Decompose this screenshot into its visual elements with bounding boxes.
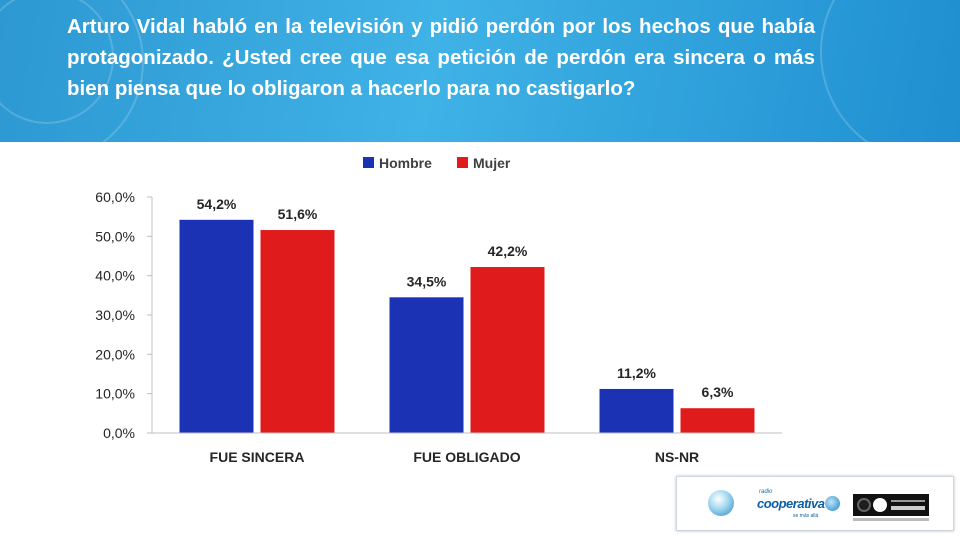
chart-legend: Hombre Mujer (363, 155, 511, 171)
x-category-label: FUE SINCERA (210, 449, 305, 465)
bars-layer: 54,2% 51,6% 34,5% 42,2% 11,2% 6,3% (179, 196, 755, 433)
header-swirl-decoration (0, 0, 144, 142)
y-tick-label: 50,0% (95, 228, 135, 244)
y-tick-label: 20,0% (95, 346, 135, 362)
legend-swatch-mujer (457, 157, 468, 168)
data-label: 11,2% (617, 365, 656, 381)
cooperativa-dot-icon (825, 496, 840, 511)
cooperativa-logo: radio cooperativa se más allá (757, 489, 847, 519)
bar-mujer (260, 230, 335, 433)
y-axis: 0,0% 10,0% 20,0% 30,0% 40,0% 50,0% 60,0% (95, 189, 153, 441)
header-swirl-decoration (0, 0, 114, 124)
x-category-label: FUE OBLIGADO (413, 449, 520, 465)
bar-hombre (389, 297, 464, 433)
bar-mujer (680, 408, 755, 433)
x-axis: FUE SINCERA FUE OBLIGADO NS-NR (152, 432, 782, 465)
header-swirl-decoration (820, 0, 960, 142)
legend-label-mujer: Mujer (473, 155, 511, 171)
y-tick-label: 10,0% (95, 386, 135, 402)
y-tick-label: 0,0% (103, 425, 135, 441)
survey-question: Arturo Vidal habló en la televisión y pi… (67, 15, 815, 100)
header-banner: Arturo Vidal habló en la televisión y pi… (0, 0, 960, 142)
data-label: 42,2% (488, 243, 528, 259)
bar-mujer (470, 267, 545, 433)
bar-hombre (599, 388, 674, 433)
cooperativa-radio-text: radio (759, 489, 773, 495)
x-category-label: NS-NR (655, 449, 699, 465)
data-label: 54,2% (197, 196, 237, 212)
data-label: 51,6% (278, 206, 318, 222)
data-label: 6,3% (702, 384, 734, 400)
bar-hombre (179, 219, 254, 433)
y-tick-label: 40,0% (95, 268, 135, 284)
y-tick-label: 30,0% (95, 307, 135, 323)
y-tick-label: 60,0% (95, 189, 135, 205)
cooperativa-tagline: se más allá (793, 513, 819, 519)
legend-label-hombre: Hombre (379, 155, 432, 171)
cooperativa-name: cooperativa (757, 496, 825, 511)
universidad-central-logo (853, 494, 929, 521)
globe-logo-icon (708, 490, 734, 516)
sponsor-logos: radio cooperativa se más allá (676, 476, 954, 531)
data-label: 34,5% (407, 273, 447, 289)
legend-swatch-hombre (363, 157, 374, 168)
